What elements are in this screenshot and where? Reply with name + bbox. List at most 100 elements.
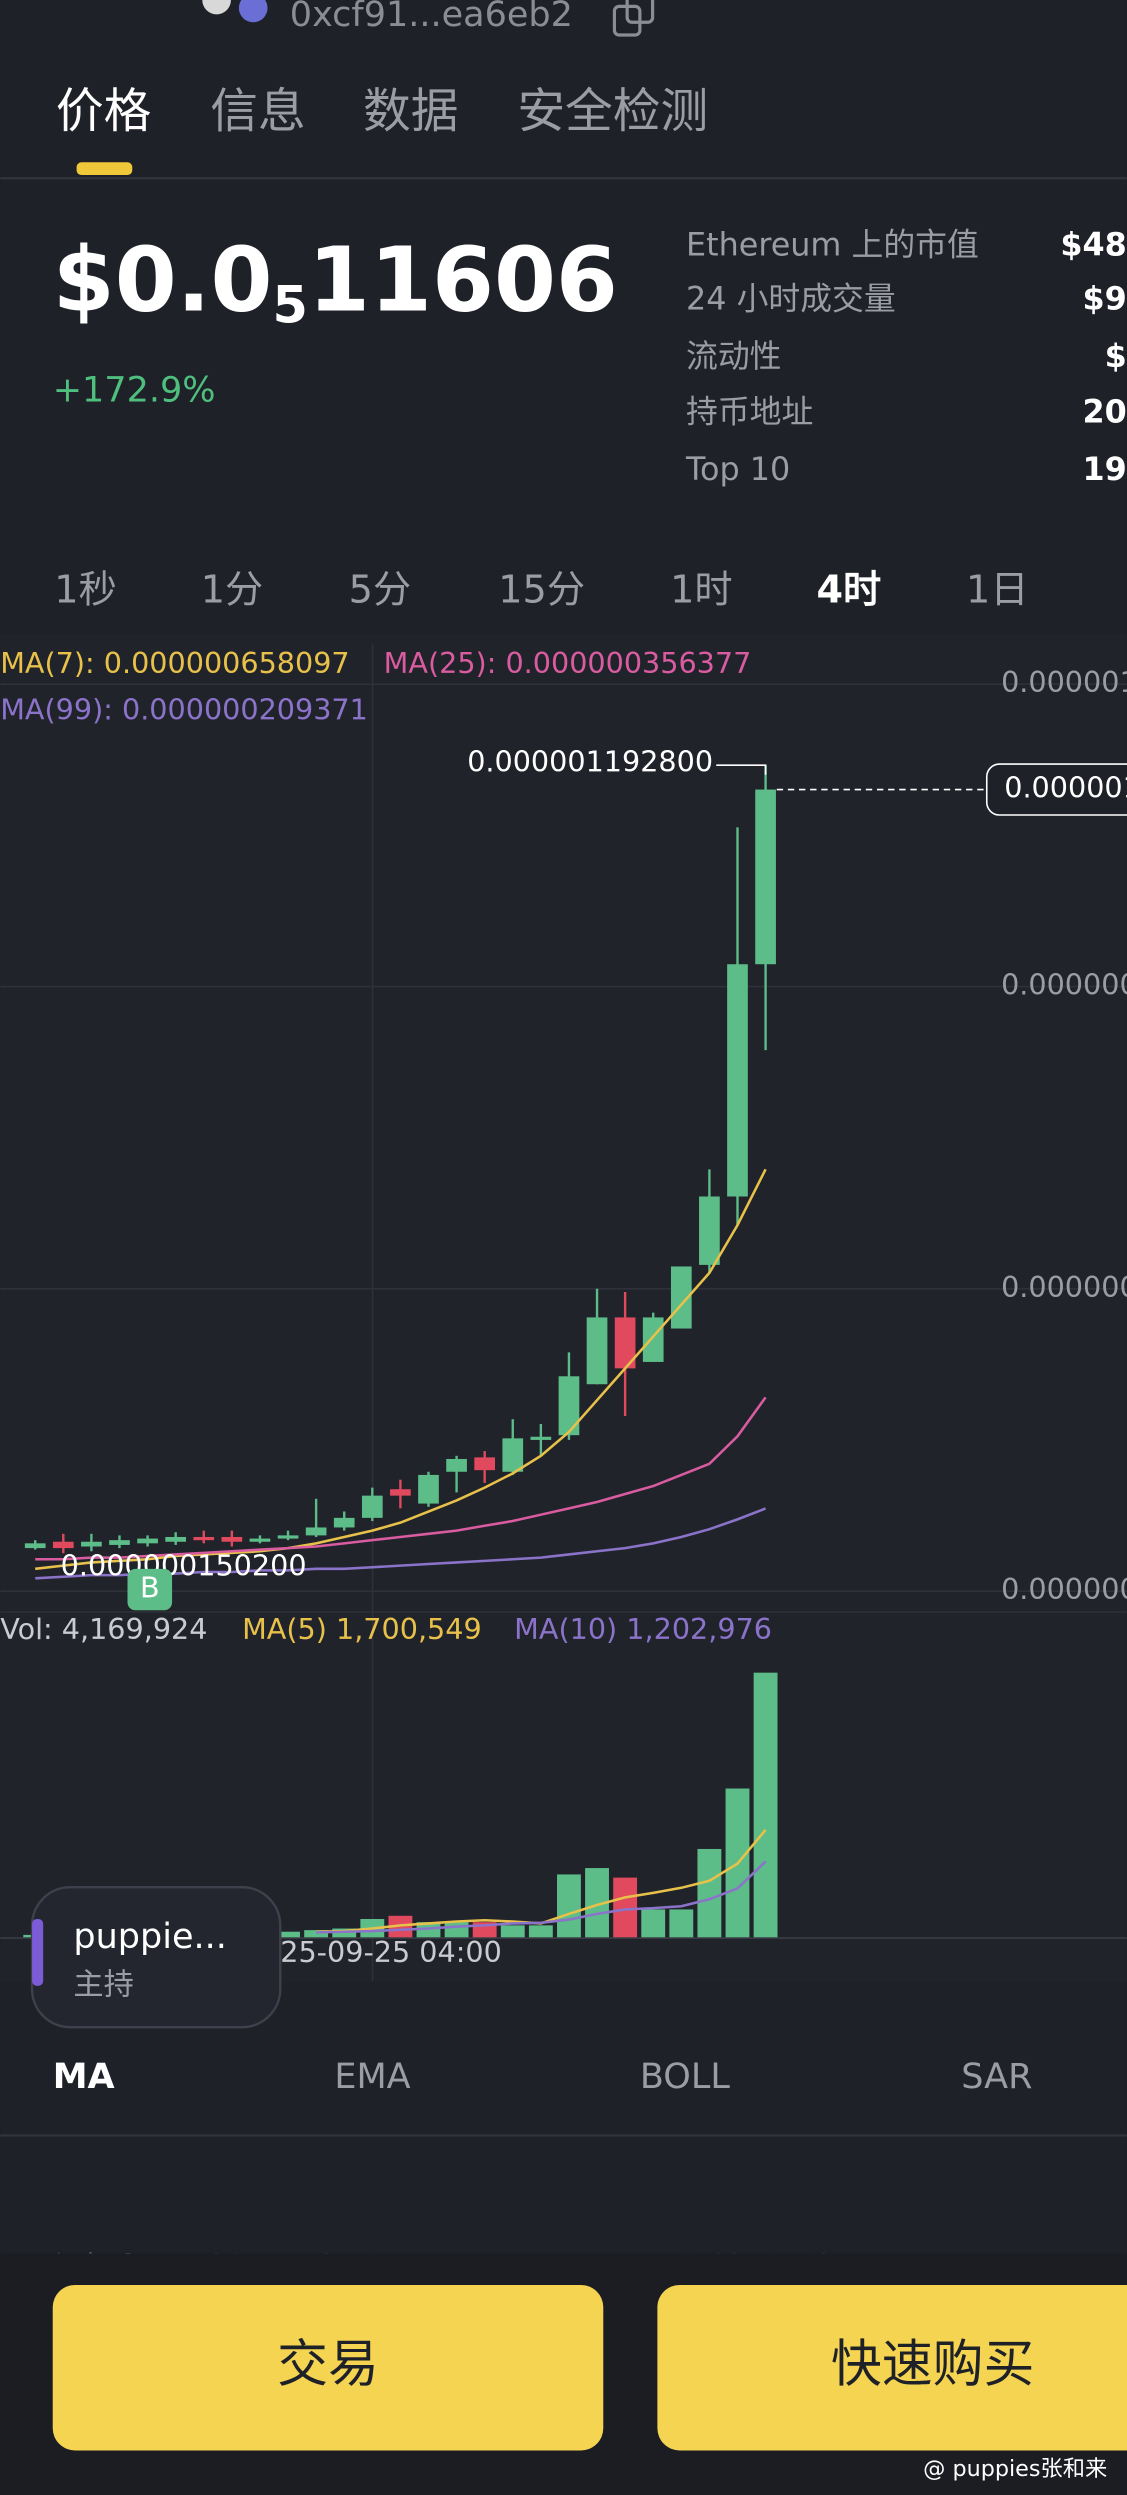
- volume-bar: [669, 1909, 694, 1939]
- candle-body: [727, 964, 748, 1197]
- host-accent: [32, 1918, 44, 1986]
- ma-legend: MA(99): 0.000000209371: [0, 692, 368, 726]
- timeframe[interactable]: 1秒: [54, 568, 116, 612]
- watermark: @ puppies张和来: [923, 2456, 1107, 2482]
- stat-label: 24 小时成交量: [686, 280, 896, 318]
- candle-body: [24, 1543, 46, 1549]
- volume-bar: [304, 1930, 329, 1939]
- stat-value: 20: [1083, 393, 1127, 431]
- volume-bar: [613, 1877, 638, 1939]
- timeframe[interactable]: 1日: [966, 568, 1028, 612]
- ma-legend: MA(25): 0.000000356377: [384, 646, 752, 680]
- timeframe[interactable]: 15分: [498, 568, 585, 612]
- candle-body: [361, 1495, 383, 1518]
- candle-body: [446, 1458, 467, 1472]
- candle-body: [221, 1536, 243, 1542]
- copy-icon[interactable]: [625, 0, 655, 24]
- min-label: 0.000000150200: [61, 1549, 307, 1583]
- volume-bar: [332, 1928, 357, 1939]
- candle-body: [502, 1438, 524, 1472]
- volume-bar: [753, 1672, 778, 1939]
- max-pointer: [716, 764, 767, 775]
- button[interactable]: [657, 2284, 1127, 2451]
- ma-line: [35, 1168, 767, 1571]
- volume-bar: [500, 1925, 525, 1939]
- button-label[interactable]: 快速购买: [831, 2336, 1035, 2395]
- tab[interactable]: 信息: [210, 85, 305, 140]
- candle-body: [305, 1527, 327, 1536]
- chart: 0.0000013 0.0000009 0.0000005 0.0000001 MA(7…: [0, 644, 1127, 1982]
- tab[interactable]: 数据: [363, 85, 458, 140]
- buy-marker-label: B: [140, 1571, 160, 1605]
- host-role: 主持: [73, 1967, 133, 2002]
- last-price-label: 0.0000011606: [1004, 771, 1127, 805]
- y-tick-label: 0.0000005: [1001, 1270, 1127, 1304]
- price-zeros: 5: [273, 277, 308, 336]
- host-bubble[interactable]: [30, 1885, 282, 2029]
- tab-underline: [76, 162, 133, 176]
- volume-bar: [585, 1868, 609, 1939]
- candle-body: [193, 1536, 215, 1541]
- price-prefix: $0.0: [53, 229, 273, 333]
- price: $0.0511606: [53, 229, 618, 336]
- address: 0xcf91...ea6eb2: [290, 0, 573, 35]
- candle-body: [614, 1317, 636, 1369]
- timeframe[interactable]: 1分: [201, 568, 263, 612]
- stat-value: $48: [1060, 226, 1126, 264]
- host-name: puppie...: [73, 1917, 226, 1957]
- stat-label: Ethereum 上的市值: [686, 226, 979, 264]
- tab[interactable]: 安全检测: [517, 85, 708, 140]
- candle-body: [249, 1538, 271, 1542]
- candle-body: [670, 1266, 692, 1329]
- candle-body: [530, 1436, 552, 1440]
- candle-body: [558, 1376, 580, 1436]
- indicator-tab[interactable]: BOLL: [640, 2057, 730, 2097]
- timeframe[interactable]: 1时: [670, 568, 732, 612]
- y-tick-label: 0.0000013: [1001, 665, 1127, 699]
- volume-ma-legend: MA(5) 1,700,549: [242, 1612, 482, 1646]
- candle-body: [642, 1317, 664, 1362]
- candle-body: [418, 1474, 439, 1504]
- candle-body: [390, 1489, 411, 1496]
- volume-bar: [641, 1909, 666, 1939]
- tab[interactable]: 价格: [56, 85, 151, 140]
- ma-line: [35, 1396, 767, 1561]
- candle-body: [699, 1196, 720, 1265]
- candle-body: [137, 1538, 158, 1544]
- volume-ma-line: [316, 1860, 767, 1934]
- stat-label: 流动性: [686, 337, 781, 375]
- indicator-tab[interactable]: SAR: [961, 2057, 1032, 2097]
- x-axis-label: 25-09-25 04:00: [280, 1935, 502, 1969]
- volume-bar: [697, 1848, 722, 1939]
- volume-bar: [388, 1915, 413, 1939]
- avatar: [202, 0, 231, 15]
- price-change: +172.9%: [53, 370, 216, 410]
- stat-value: $9: [1083, 280, 1127, 318]
- y-tick-label: 0.0000009: [1001, 968, 1127, 1002]
- price-digits: 11606: [308, 229, 618, 333]
- candle-body: [109, 1540, 130, 1545]
- volume-title: Vol: 4,169,924: [0, 1612, 207, 1646]
- volume-bar: [557, 1874, 581, 1939]
- candle-body: [52, 1541, 74, 1549]
- candle-body: [755, 789, 776, 965]
- timeframe[interactable]: 5分: [349, 568, 411, 612]
- candle-body: [586, 1317, 608, 1385]
- timeframe[interactable]: 4时: [817, 568, 882, 612]
- stat-label: Top 10: [685, 450, 790, 488]
- button-label[interactable]: 交易: [277, 2336, 379, 2395]
- candle-body: [165, 1536, 187, 1542]
- volume-bar: [528, 1925, 553, 1939]
- ui: 价格 信息 数据 安全检测 Ethereum 上的市值 $48 24 小时成交量 $9 流动性 $…: [0, 85, 1127, 2495]
- buy-marker: [127, 1568, 173, 1611]
- volume-ma-legend: MA(10) 1,202,976: [514, 1612, 772, 1646]
- indicator-tab[interactable]: EMA: [334, 2057, 410, 2097]
- last-price-box: [985, 763, 1127, 816]
- stat-label: 持币地址: [686, 393, 813, 431]
- indicator-tab[interactable]: MA: [53, 2057, 115, 2097]
- candle-body: [333, 1517, 355, 1528]
- button[interactable]: [52, 2284, 604, 2451]
- y-tick-label: 0.0000001: [1001, 1572, 1127, 1606]
